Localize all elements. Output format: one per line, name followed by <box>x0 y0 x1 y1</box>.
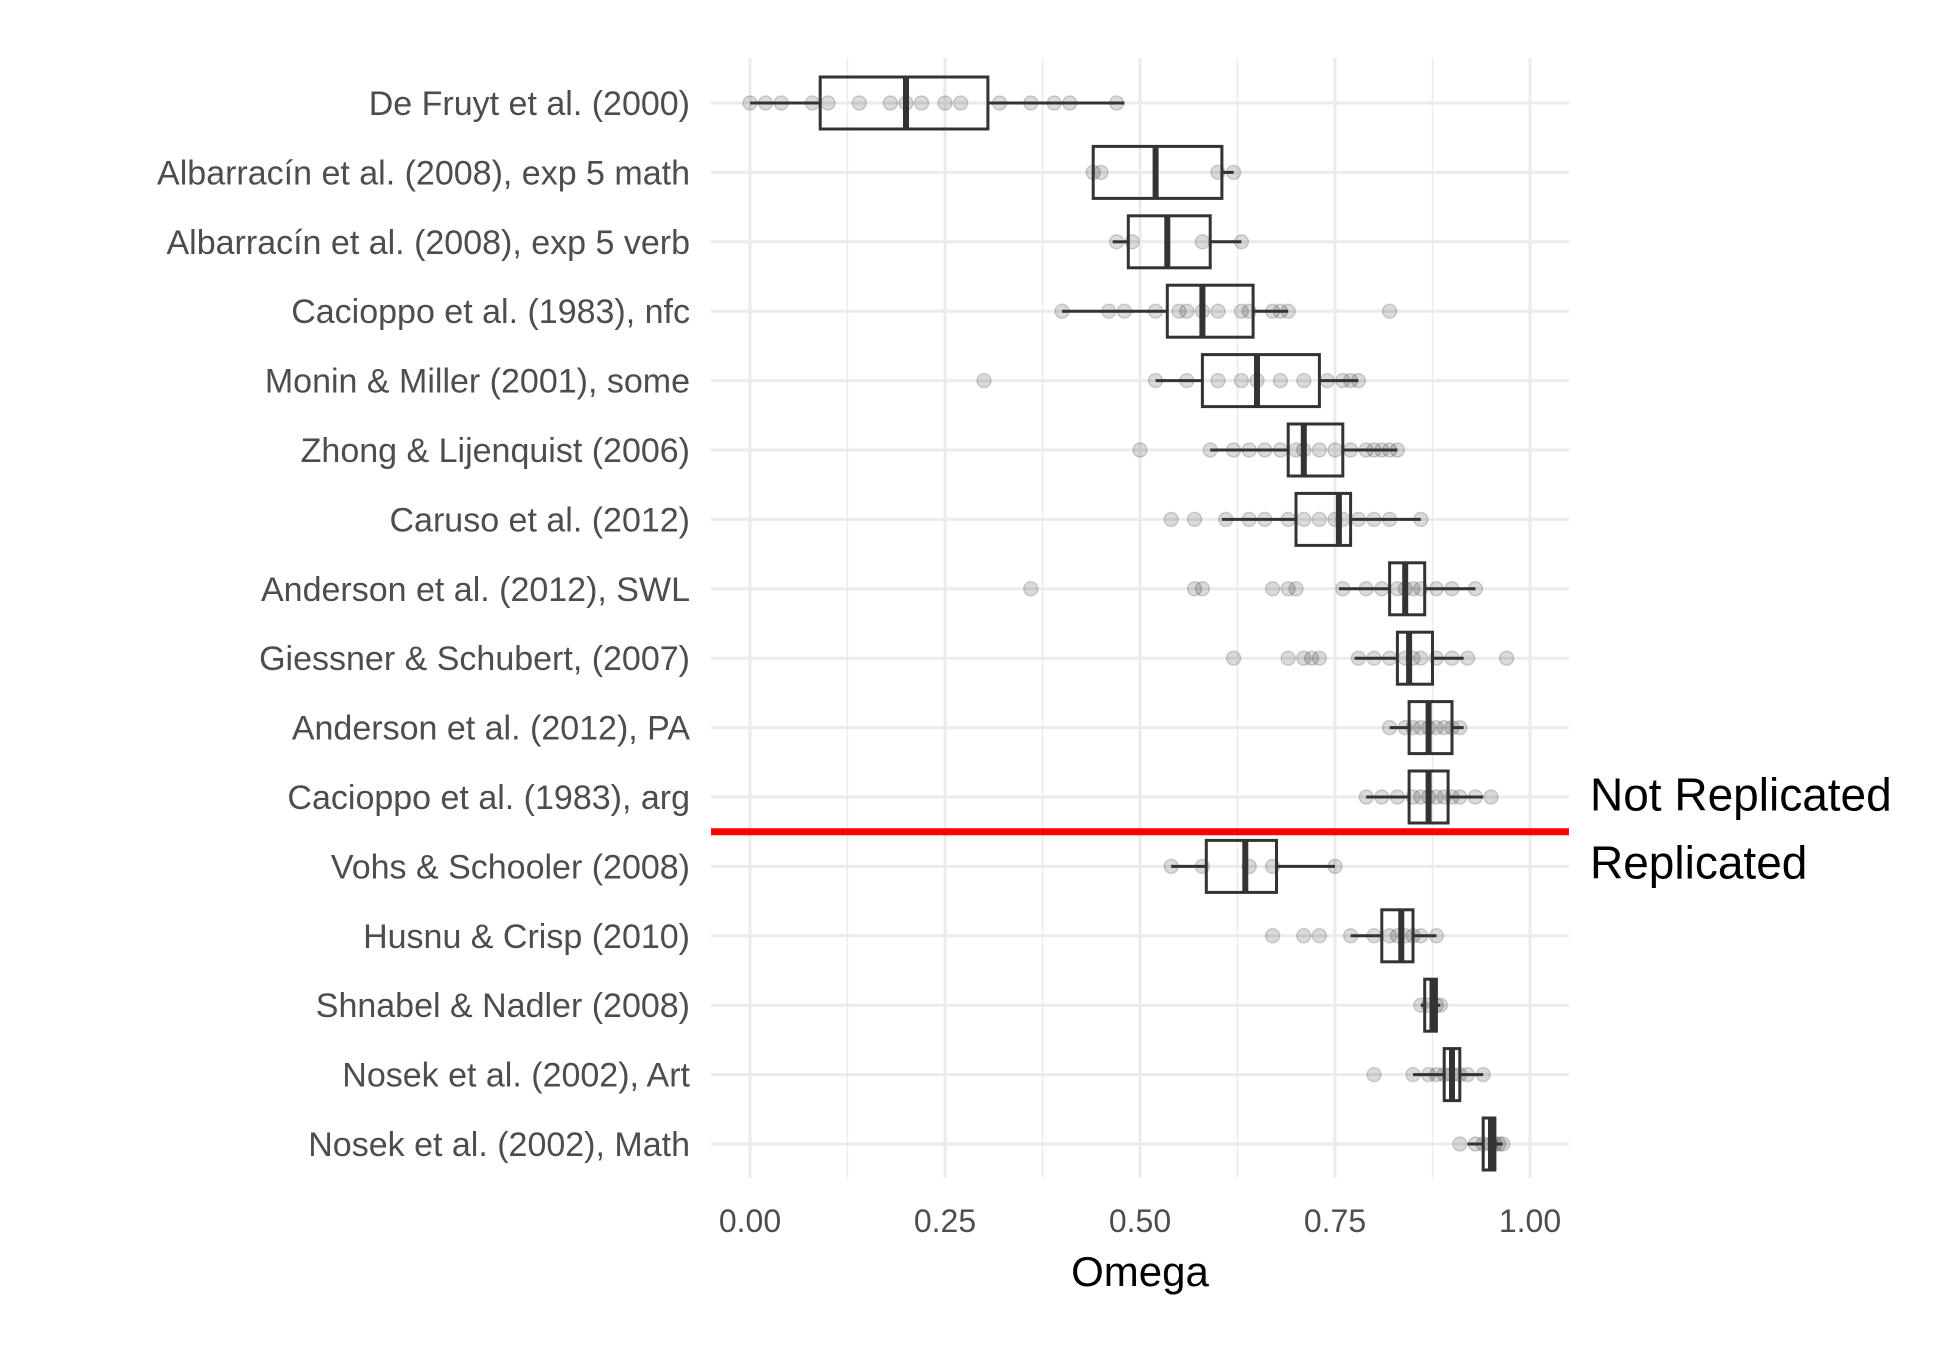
data-point <box>1452 1136 1468 1152</box>
category-label: Albarracín et al. (2008), exp 5 verb <box>167 224 691 262</box>
data-point <box>851 95 867 111</box>
data-point <box>1186 581 1203 597</box>
x-tick-label: 0.00 <box>719 1203 781 1239</box>
category-label: Cacioppo et al. (1983), nfc <box>291 293 690 331</box>
data-point <box>1366 1066 1382 1083</box>
category-labels: De Fruyt et al. (2000) Albarracín et al. … <box>157 85 690 1164</box>
data-point <box>1186 511 1203 528</box>
box <box>1286 422 1345 478</box>
data-point <box>1381 303 1398 319</box>
data-point <box>1296 372 1312 389</box>
category-label: Anderson et al. (2012), SWL <box>261 571 690 609</box>
data-point <box>1303 650 1320 666</box>
data-point <box>1194 234 1211 250</box>
data-point <box>820 95 836 111</box>
x-tick-label: 0.50 <box>1109 1203 1171 1239</box>
data-point <box>952 95 969 111</box>
data-point <box>1288 581 1304 597</box>
data-point <box>1296 928 1312 944</box>
category-label: Shnabel & Nadler (2008) <box>316 987 690 1025</box>
data-point <box>1194 581 1211 597</box>
category-label: Vohs & Schooler (2008) <box>331 848 690 886</box>
data-point <box>1280 581 1296 597</box>
category-label: Caruso et al. (2012) <box>390 501 691 539</box>
category-label: Anderson et al. (2012), PA <box>292 710 690 748</box>
box <box>1294 491 1353 547</box>
data-point <box>1311 928 1328 944</box>
data-point <box>1210 372 1226 389</box>
box <box>1200 353 1321 409</box>
category-label: Cacioppo et al. (1983), arg <box>287 779 690 817</box>
replicated-annotation: Replicated <box>1590 837 1807 889</box>
x-tick-label: 0.75 <box>1304 1203 1366 1239</box>
data-point <box>1296 650 1312 666</box>
data-point <box>882 95 899 111</box>
box <box>1380 908 1415 964</box>
data-point <box>1272 372 1289 389</box>
data-point <box>1311 442 1328 458</box>
box <box>1395 630 1435 686</box>
category-label: Husnu & Crisp (2010) <box>363 918 690 956</box>
data-point <box>1171 303 1187 319</box>
data-point <box>1093 164 1109 181</box>
boxplots <box>750 75 1503 1172</box>
data-point <box>1264 928 1281 944</box>
category-label: De Fruyt et al. (2000) <box>369 85 690 123</box>
data-point <box>1179 303 1195 319</box>
category-label: Monin & Miller (2001), some <box>265 363 690 401</box>
data-point <box>1023 581 1039 597</box>
x-axis-ticks: 0.00 0.25 0.50 0.75 1.00 <box>719 1203 1561 1239</box>
data-point <box>1311 511 1328 528</box>
data-point <box>1311 650 1328 666</box>
data-point <box>1413 650 1429 666</box>
data-point <box>913 95 930 111</box>
data-point <box>1233 303 1250 319</box>
data-point <box>1327 442 1343 458</box>
data-point <box>1280 650 1296 666</box>
x-axis-title: Omega <box>1071 1248 1209 1295</box>
category-label: Nosek et al. (2002), Art <box>342 1057 690 1095</box>
data-point <box>1225 650 1242 666</box>
data-point <box>976 372 992 389</box>
box <box>1165 283 1255 339</box>
category-label: Nosek et al. (2002), Math <box>308 1126 690 1164</box>
not-replicated-annotation: Not Replicated <box>1590 769 1892 821</box>
data-point <box>937 95 953 111</box>
data-point <box>1296 511 1312 528</box>
category-label: Zhong & Lijenquist (2006) <box>301 432 690 470</box>
data-point <box>1163 511 1179 528</box>
data-point <box>1233 372 1250 389</box>
data-point <box>1210 303 1226 319</box>
category-label: Giessner & Schubert, (2007) <box>259 640 690 678</box>
data-point <box>1498 650 1515 666</box>
box <box>1204 838 1279 894</box>
data-point <box>1264 581 1281 597</box>
data-point <box>1483 789 1499 805</box>
category-label: Albarracín et al. (2008), exp 5 math <box>157 154 690 192</box>
x-tick-label: 0.25 <box>914 1203 976 1239</box>
data-point <box>1132 442 1148 458</box>
x-tick-label: 1.00 <box>1499 1203 1561 1239</box>
